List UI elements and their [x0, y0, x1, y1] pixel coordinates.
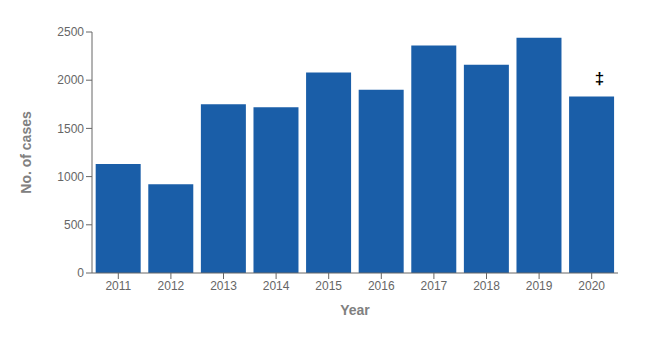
svg-text:2020: 2020 — [578, 279, 605, 293]
svg-text:1500: 1500 — [57, 122, 84, 136]
svg-text:2015: 2015 — [315, 279, 342, 293]
svg-text:2011: 2011 — [105, 279, 131, 293]
svg-text:2018: 2018 — [473, 279, 500, 293]
svg-text:0: 0 — [77, 266, 84, 280]
svg-text:500: 500 — [64, 218, 84, 232]
svg-text:2017: 2017 — [421, 279, 448, 293]
svg-text:No. of cases: No. of cases — [18, 111, 34, 194]
svg-text:Year: Year — [340, 302, 370, 318]
svg-text:1000: 1000 — [57, 170, 84, 184]
svg-text:2012: 2012 — [158, 279, 185, 293]
svg-text:2014: 2014 — [263, 279, 290, 293]
svg-text:2500: 2500 — [57, 25, 84, 39]
svg-text:2000: 2000 — [57, 73, 84, 87]
svg-text:2013: 2013 — [210, 279, 237, 293]
svg-text:2019: 2019 — [526, 279, 553, 293]
svg-text:2016: 2016 — [368, 279, 395, 293]
svg-text:‡: ‡ — [595, 69, 604, 88]
